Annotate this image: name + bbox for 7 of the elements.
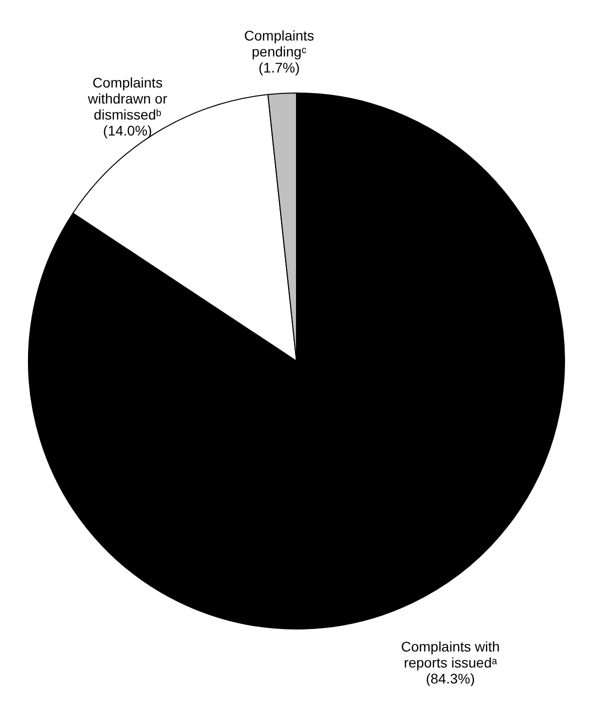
- data-label: (1.7%): [258, 59, 300, 76]
- pie-slice: [28, 92, 565, 630]
- slice-label: Complaints pendingᶜ: [244, 27, 314, 60]
- data-label: (14.0%): [103, 122, 152, 138]
- slice-label: Complaints with reports issuedᵃ: [400, 638, 500, 670]
- slice-label: Complaints withdrawn or dismissedᵇ: [86, 74, 168, 122]
- data-label: (84.3%): [426, 670, 475, 686]
